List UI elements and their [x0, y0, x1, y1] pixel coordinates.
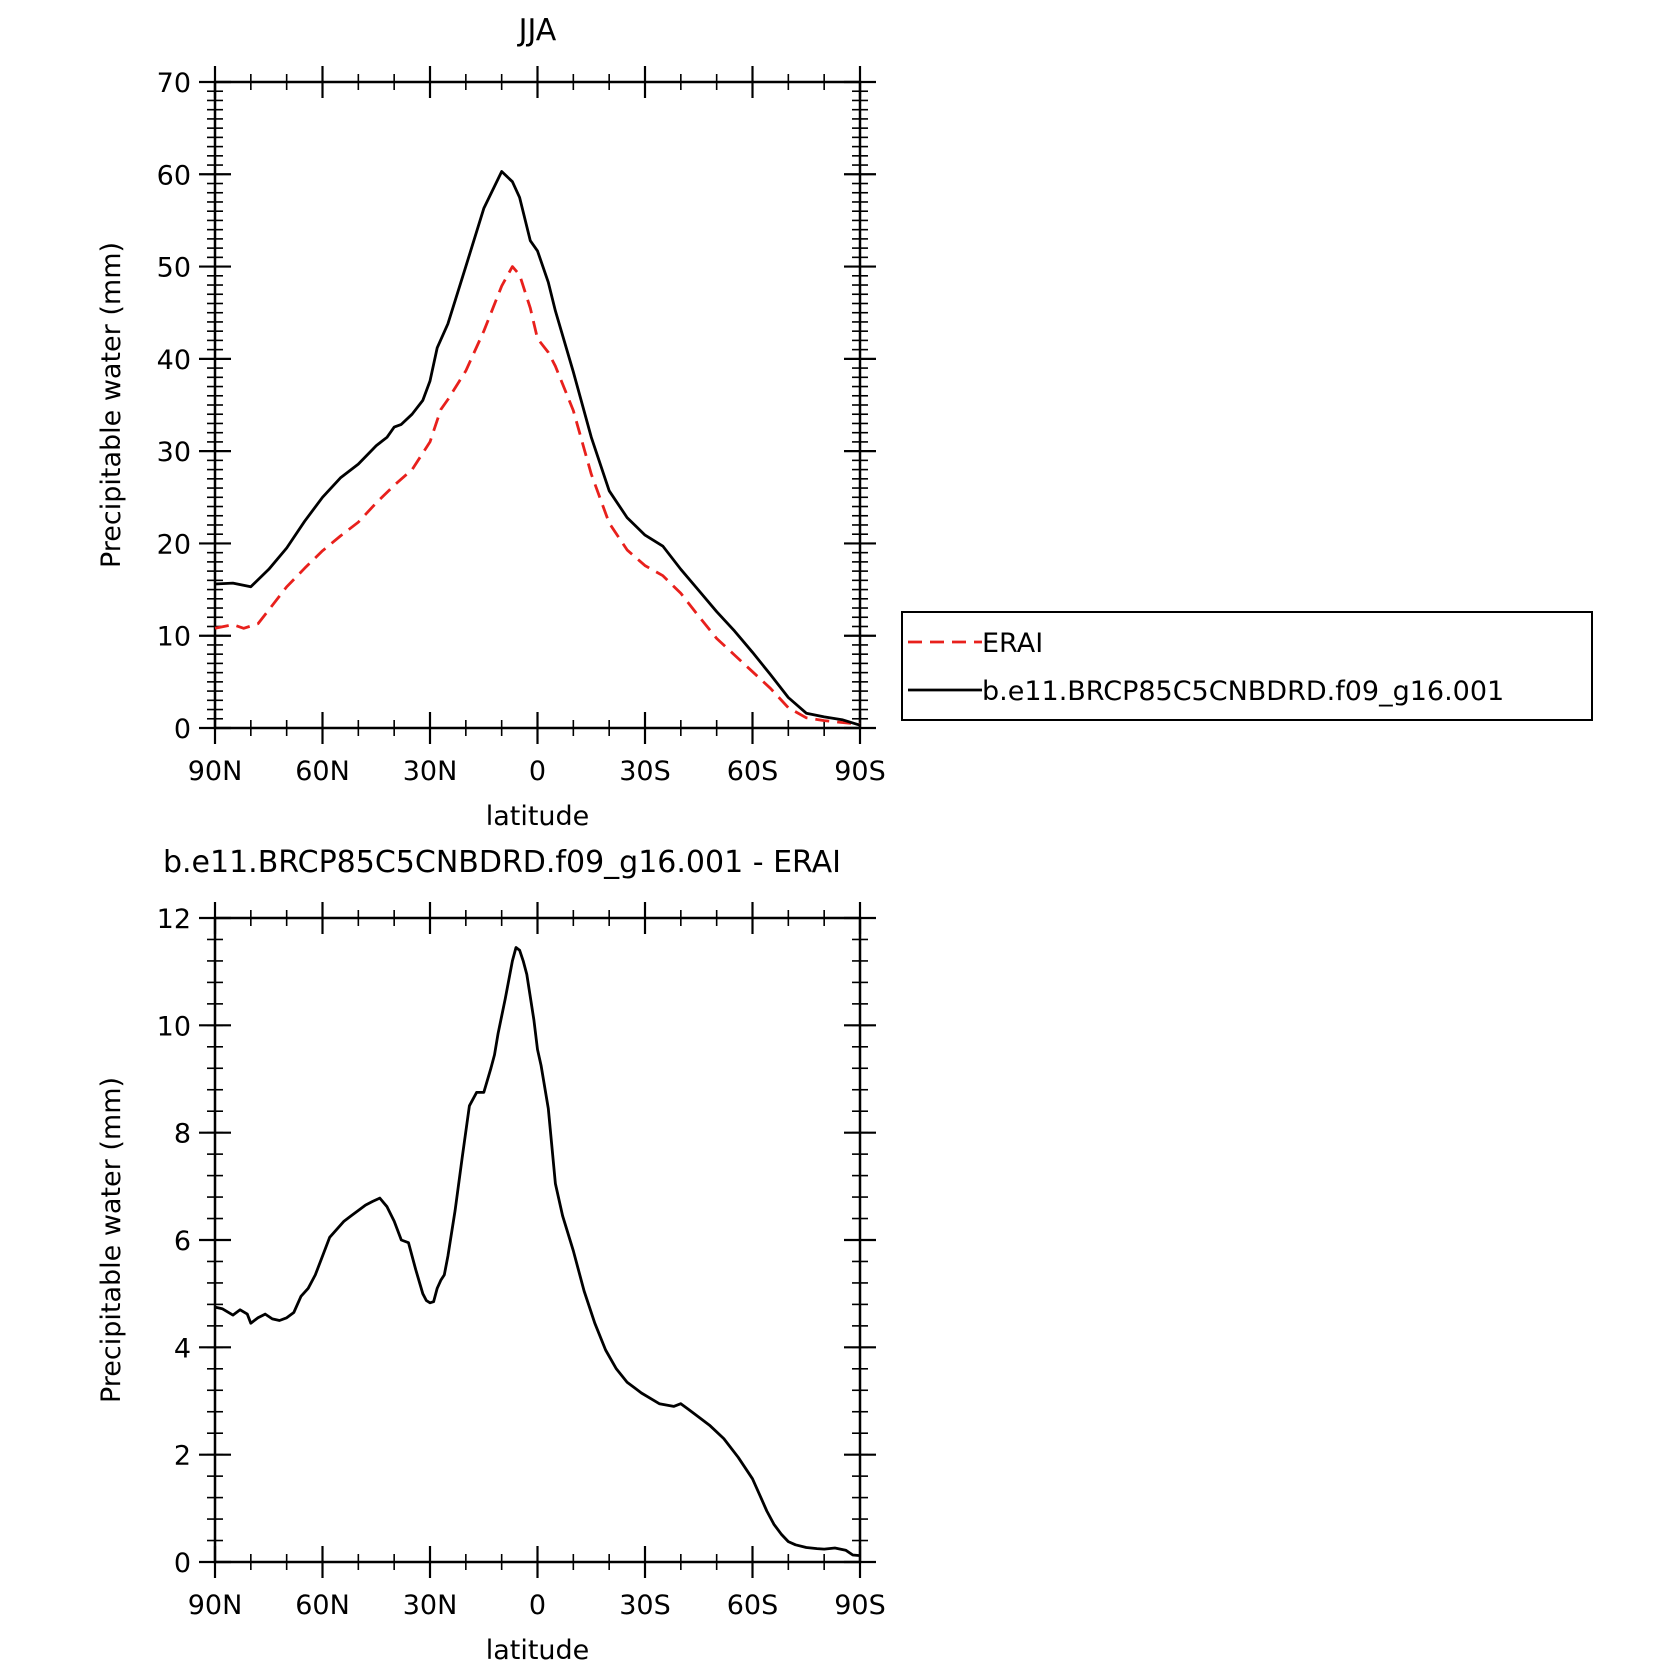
top-panel-jja: 0 10 20 30 40 50 60 70 90N 60N 30N 0 30S 60S 90S latitu… [96, 13, 1593, 832]
x-tick-label: 60S [727, 1590, 779, 1621]
plot-title: b.e11.BRCP85C5CNBDRD.f09_g16.001 - ERAI [163, 845, 841, 880]
x-tick-label: 60S [727, 756, 779, 787]
x-tick-label: 60N [295, 756, 350, 787]
y-tick-label: 0 [174, 1548, 191, 1579]
y-tick-label: 50 [157, 253, 191, 284]
y-tick-label: 0 [174, 714, 191, 745]
plot-frame [213, 80, 862, 730]
legend-label-0: ERAI [982, 628, 1043, 659]
plot-title: JJA [517, 13, 557, 48]
series-line-0 [214, 265, 861, 726]
y-tick-label: 10 [157, 1011, 191, 1042]
y-tick-label: 8 [174, 1119, 191, 1150]
y-tick-label: 4 [174, 1333, 191, 1364]
x-tick-label: 90N [188, 1590, 243, 1621]
y-tick-label: 30 [157, 437, 191, 468]
x-tick-label: 30N [403, 756, 458, 787]
y-tick-label: 70 [157, 68, 191, 99]
x-axis-title: latitude [486, 801, 590, 832]
x-tick-label: 30S [619, 1590, 671, 1621]
x-tick-label: 0 [529, 756, 546, 787]
y-tick-label: 10 [157, 622, 191, 653]
y-tick-label: 60 [157, 160, 191, 191]
legend-label-1: b.e11.BRCP85C5CNBDRD.f09_g16.001 [982, 676, 1504, 707]
series-line-1 [214, 170, 861, 727]
x-tick-label: 90N [188, 756, 243, 787]
y-tick-label: 20 [157, 529, 191, 560]
x-tick-label: 30N [403, 1590, 458, 1621]
y-tick-label: 6 [174, 1226, 191, 1257]
x-tick-label: 0 [529, 1590, 546, 1621]
y-axis-title: Precipitable water (mm) [96, 242, 127, 568]
y-axis-title: Precipitable water (mm) [96, 1077, 127, 1403]
x-tick-label: 30S [619, 756, 671, 787]
series-line-0 [214, 946, 861, 1557]
legend: ERAI b.e11.BRCP85C5CNBDRD.f09_g16.001 [901, 611, 1593, 721]
x-tick-label: 90S [834, 1590, 886, 1621]
bottom-panel-difference: 0 2 4 6 8 10 12 90N 60N 30N 0 30S 60S 90S latitude Prec… [96, 845, 886, 1666]
x-tick-label: 90S [834, 756, 886, 787]
x-tick-label: 60N [295, 1590, 350, 1621]
y-tick-label: 12 [157, 904, 191, 935]
x-axis-title: latitude [486, 1635, 590, 1666]
y-tick-label: 40 [157, 345, 191, 376]
plot-frame [213, 916, 862, 1564]
y-tick-label: 2 [174, 1441, 191, 1472]
legend-box [901, 611, 1593, 721]
